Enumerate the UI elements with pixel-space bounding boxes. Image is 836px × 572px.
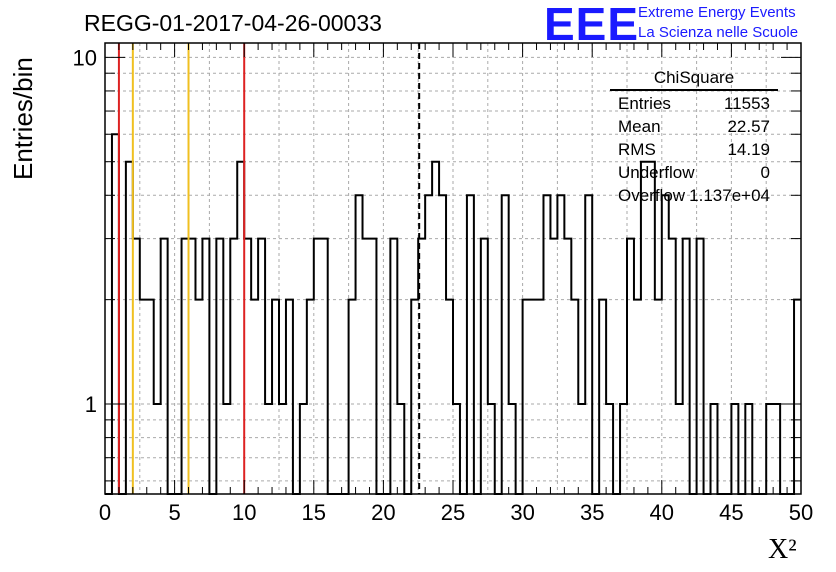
stats-row: Entries 11553 (610, 92, 778, 115)
stats-value: 22.57 (727, 117, 770, 136)
y-tick-label: 1 (85, 392, 97, 417)
stats-value: 0 (760, 163, 770, 182)
x-tick-label: 45 (719, 500, 743, 525)
stats-row: Mean 22.57 (610, 115, 778, 138)
eee-logo: EEE Extreme Energy Events La Scienza nel… (544, 0, 836, 50)
x-tick-label: 35 (580, 500, 604, 525)
x-tick-label: 30 (510, 500, 534, 525)
stats-title: ChiSquare (610, 68, 778, 91)
x-tick-label: 10 (232, 500, 256, 525)
x-axis-label: X² (768, 534, 797, 565)
x-tick-label: 50 (789, 500, 813, 525)
x-tick-label: 20 (371, 500, 395, 525)
stats-label: Mean (618, 117, 661, 136)
stats-value: 1.137e+04 (689, 186, 770, 205)
stats-value: 14.19 (727, 140, 770, 159)
x-tick-label: 25 (441, 500, 465, 525)
stats-value: 11553 (723, 94, 770, 113)
stats-row: Underflow 0 (610, 161, 778, 184)
stats-label: Entries (618, 94, 671, 113)
logo-tagline-1: Extreme Energy Events (638, 4, 796, 21)
stats-label: RMS (618, 140, 656, 159)
x-tick-label: 15 (302, 500, 326, 525)
chart-title: REGG-01-2017-04-26-00033 (84, 10, 382, 36)
stats-label: Underflow (618, 163, 695, 182)
x-tick-label: 5 (168, 500, 180, 525)
logo-tagline-2: La Scienza nelle Scuole (638, 24, 799, 41)
logo-mark: EEE (544, 0, 640, 50)
x-tick-label: 40 (650, 500, 674, 525)
stats-label: Overflow (618, 186, 686, 205)
stats-row: RMS 14.19 (610, 138, 778, 161)
y-tick-label: 10 (73, 45, 97, 70)
stats-row: Overflow 1.137e+04 (610, 184, 778, 207)
stats-box: ChiSquare Entries 11553 Mean 22.57 RMS 14.19 U… (610, 68, 778, 207)
x-tick-label: 0 (99, 500, 111, 525)
histogram-line (105, 133, 801, 495)
